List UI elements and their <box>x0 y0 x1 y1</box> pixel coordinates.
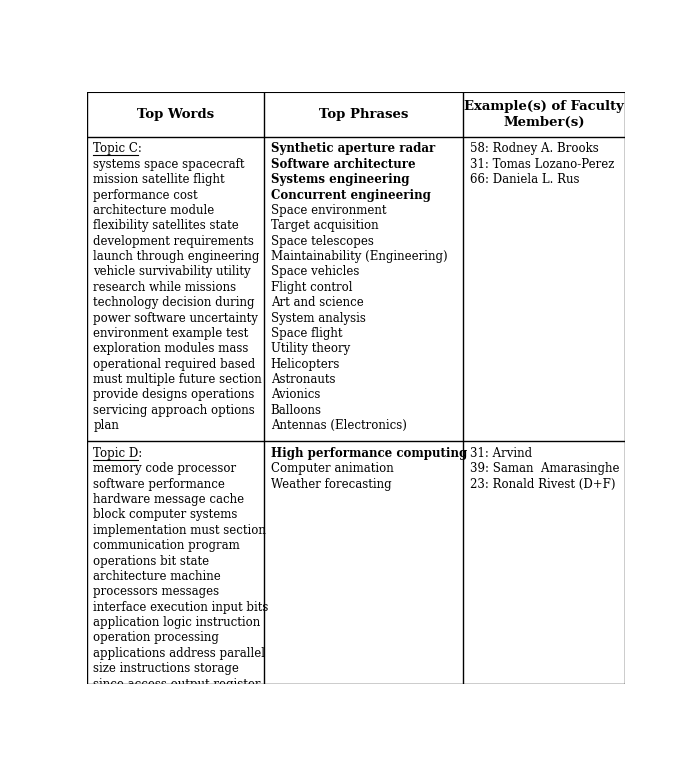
Text: servicing approach options: servicing approach options <box>93 404 255 417</box>
Text: Astronauts: Astronauts <box>271 373 335 386</box>
Text: Weather forecasting: Weather forecasting <box>271 478 391 491</box>
Text: Top Phrases: Top Phrases <box>319 108 409 121</box>
Text: exploration modules mass: exploration modules mass <box>93 343 248 356</box>
Text: stream example shared write: stream example shared write <box>93 693 268 706</box>
Text: Space environment: Space environment <box>271 204 386 217</box>
Text: operational required based: operational required based <box>93 358 255 371</box>
Text: Utility theory: Utility theory <box>271 343 350 356</box>
Text: Top Words: Top Words <box>137 108 214 121</box>
Text: environment example test: environment example test <box>93 327 248 340</box>
Text: research while missions: research while missions <box>93 281 237 294</box>
Text: performance cost: performance cost <box>93 189 198 201</box>
Text: Target acquisition: Target acquisition <box>271 220 378 232</box>
Text: vehicle survivability utility: vehicle survivability utility <box>93 266 251 279</box>
Text: systems space spacecraft: systems space spacecraft <box>93 157 245 170</box>
Text: 39: Saman  Amarasinghe: 39: Saman Amarasinghe <box>470 462 619 475</box>
Text: hardware message cache: hardware message cache <box>93 493 244 506</box>
Text: communication program: communication program <box>93 539 240 552</box>
Text: Concurrent engineering: Concurrent engineering <box>271 189 430 201</box>
Text: Balloons: Balloons <box>271 404 322 417</box>
Text: flexibility satellites state: flexibility satellites state <box>93 220 239 232</box>
Text: power software uncertainty: power software uncertainty <box>93 312 258 325</box>
Text: Space flight: Space flight <box>271 327 342 340</box>
Text: Example(s) of Faculty
Member(s): Example(s) of Faculty Member(s) <box>464 100 624 129</box>
Text: application logic instruction: application logic instruction <box>93 616 260 629</box>
Text: Software architecture: Software architecture <box>271 157 415 170</box>
Text: Antennas (Electronics): Antennas (Electronics) <box>271 419 407 432</box>
Text: technology decision during: technology decision during <box>93 296 255 310</box>
Text: Flight control: Flight control <box>271 281 352 294</box>
Text: Maintainability (Engineering): Maintainability (Engineering) <box>271 250 448 263</box>
Text: System analysis: System analysis <box>271 312 366 325</box>
Text: Computer animation: Computer animation <box>271 462 393 475</box>
Text: provide designs operations: provide designs operations <box>93 389 255 402</box>
Text: 31: Tomas Lozano-Perez: 31: Tomas Lozano-Perez <box>470 157 614 170</box>
Text: since access output register: since access output register <box>93 677 261 690</box>
Text: Space vehicles: Space vehicles <box>271 266 359 279</box>
Text: 58: Rodney A. Brooks: 58: Rodney A. Brooks <box>470 142 598 155</box>
Text: 66: Daniela L. Rus: 66: Daniela L. Rus <box>470 173 579 186</box>
Text: architecture module: architecture module <box>93 204 214 217</box>
Text: Topic C:: Topic C: <box>93 142 142 155</box>
Text: implementation must section: implementation must section <box>93 524 266 537</box>
Text: Synthetic aperture radar: Synthetic aperture radar <box>271 142 435 155</box>
Text: Helicopters: Helicopters <box>271 358 340 371</box>
Text: Space telescopes: Space telescopes <box>271 235 373 247</box>
Text: launch through engineering: launch through engineering <box>93 250 260 263</box>
Text: software performance: software performance <box>93 478 225 491</box>
Text: Topic D:: Topic D: <box>93 447 142 460</box>
Text: Systems engineering: Systems engineering <box>271 173 409 186</box>
Text: processors messages: processors messages <box>93 585 219 598</box>
Text: interface execution input bits: interface execution input bits <box>93 601 269 614</box>
Text: 23: Ronald Rivest (D+F): 23: Ronald Rivest (D+F) <box>470 478 615 491</box>
Text: size instructions storage: size instructions storage <box>93 662 239 675</box>
Text: operation processing: operation processing <box>93 631 219 644</box>
Text: operations bit state: operations bit state <box>93 554 210 568</box>
Text: must multiple future section: must multiple future section <box>93 373 262 386</box>
Text: applications address parallel: applications address parallel <box>93 647 265 660</box>
Text: Art and science: Art and science <box>271 296 364 310</box>
Text: Avionics: Avionics <box>271 389 320 402</box>
Text: 31: Arvind: 31: Arvind <box>470 447 532 460</box>
Text: plan: plan <box>93 419 119 432</box>
Text: memory code processor: memory code processor <box>93 462 237 475</box>
Text: block computer systems: block computer systems <box>93 508 237 521</box>
Text: High performance computing: High performance computing <box>271 447 467 460</box>
Text: read computation protocol: read computation protocol <box>93 708 252 721</box>
Text: mission satellite flight: mission satellite flight <box>93 173 225 186</box>
Text: development requirements: development requirements <box>93 235 254 247</box>
Text: architecture machine: architecture machine <box>93 570 221 583</box>
Text: blocks: blocks <box>93 723 131 737</box>
